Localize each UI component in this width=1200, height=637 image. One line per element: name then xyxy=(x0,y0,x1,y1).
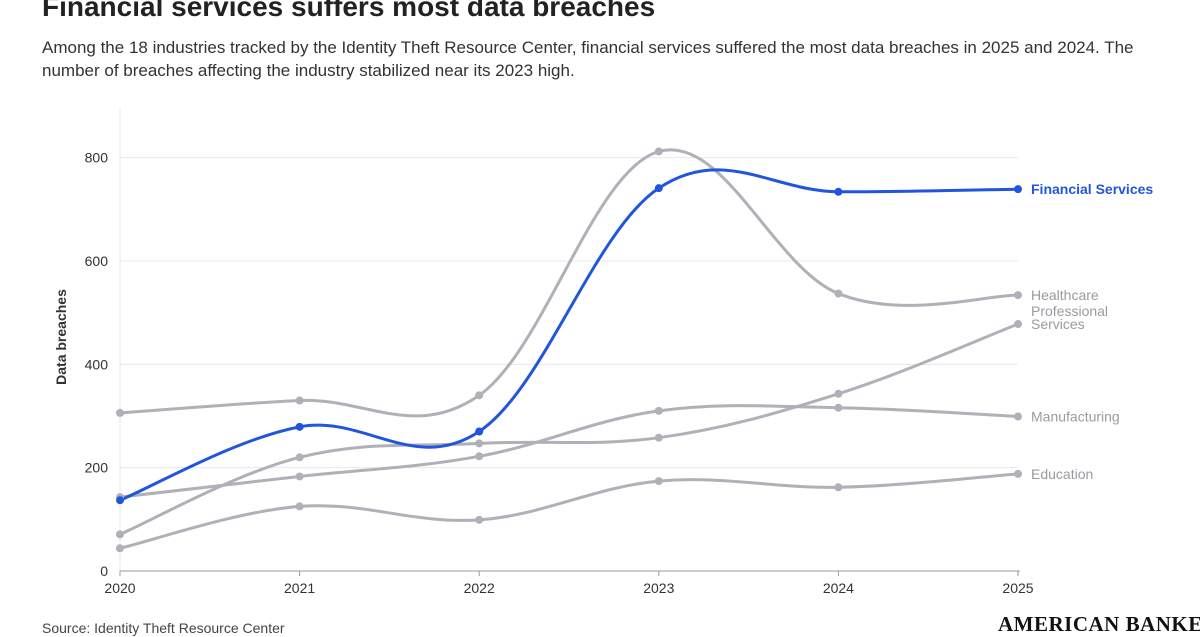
point-healthcare-2022 xyxy=(475,391,484,400)
chart-title: Financial services suffers most data bre… xyxy=(42,0,656,22)
point-manufacturing-2023 xyxy=(654,406,663,415)
point-healthcare-2025 xyxy=(1014,291,1022,300)
point-financial-services-2022 xyxy=(475,427,484,436)
y-tick-label: 0 xyxy=(100,563,108,579)
x-tick-label: 2021 xyxy=(284,580,315,596)
point-financial-services-2020 xyxy=(116,496,124,505)
point-financial-services-2024 xyxy=(834,187,843,196)
point-education-2024 xyxy=(834,483,843,492)
point-manufacturing-2022 xyxy=(475,452,484,461)
series-label-line: Services xyxy=(1031,316,1085,332)
series-label-financial-services: Financial Services xyxy=(1031,181,1153,197)
y-axis: 0 200 400 600 800 xyxy=(85,150,109,579)
y-tick-label: 600 xyxy=(85,253,109,269)
series-label-line: Professional xyxy=(1031,303,1108,319)
x-tick-label: 2024 xyxy=(823,580,854,596)
point-healthcare-2023 xyxy=(654,147,663,156)
x-tick-label: 2020 xyxy=(104,580,135,596)
y-tick-label: 800 xyxy=(85,150,109,166)
line-education xyxy=(118,472,1020,550)
point-education-2021 xyxy=(295,502,304,511)
line-healthcare xyxy=(118,148,1020,418)
series-lines xyxy=(118,148,1020,550)
point-education-2025 xyxy=(1014,469,1022,478)
x-tick-label: 2022 xyxy=(464,580,495,596)
point-professional-services-2022 xyxy=(475,439,484,448)
x-axis: 2020 2021 2022 2023 2024 2025 xyxy=(104,570,1034,596)
source-note: Source: Identity Theft Resource Center xyxy=(42,620,285,636)
point-manufacturing-2024 xyxy=(834,403,843,412)
series-label-healthcare: Healthcare xyxy=(1031,287,1099,303)
series-label-professional-services: Professional Services xyxy=(1031,303,1108,332)
point-financial-services-2021 xyxy=(295,422,304,431)
point-manufacturing-2025 xyxy=(1014,412,1022,421)
y-axis-title: Data breaches xyxy=(53,289,69,385)
publisher-logo: AMERICAN BANKER xyxy=(998,612,1200,636)
point-financial-services-2023 xyxy=(654,184,663,193)
point-education-2020 xyxy=(116,544,124,553)
point-professional-services-2024 xyxy=(834,389,843,398)
y-tick-label: 400 xyxy=(85,356,109,372)
point-education-2023 xyxy=(654,477,663,486)
point-professional-services-2023 xyxy=(654,433,663,442)
x-tick-label: 2025 xyxy=(1002,580,1033,596)
series-points xyxy=(116,147,1022,553)
x-tick-label: 2023 xyxy=(643,580,674,596)
point-healthcare-2021 xyxy=(295,396,304,405)
chart-subtitle: Among the 18 industries tracked by the I… xyxy=(42,38,1134,80)
point-professional-services-2021 xyxy=(295,453,304,462)
line-financial-services xyxy=(118,168,1020,502)
point-healthcare-2020 xyxy=(116,408,124,417)
point-healthcare-2024 xyxy=(834,289,843,298)
point-professional-services-2025 xyxy=(1014,320,1022,329)
point-financial-services-2025 xyxy=(1014,185,1022,194)
point-manufacturing-2021 xyxy=(295,472,304,481)
y-tick-label: 200 xyxy=(85,460,109,476)
series-label-education: Education xyxy=(1031,466,1093,482)
line-professional-services xyxy=(118,322,1020,536)
point-professional-services-2020 xyxy=(116,530,124,539)
point-education-2022 xyxy=(475,515,484,524)
series-label-manufacturing: Manufacturing xyxy=(1031,409,1120,425)
line-manufacturing xyxy=(118,404,1020,499)
